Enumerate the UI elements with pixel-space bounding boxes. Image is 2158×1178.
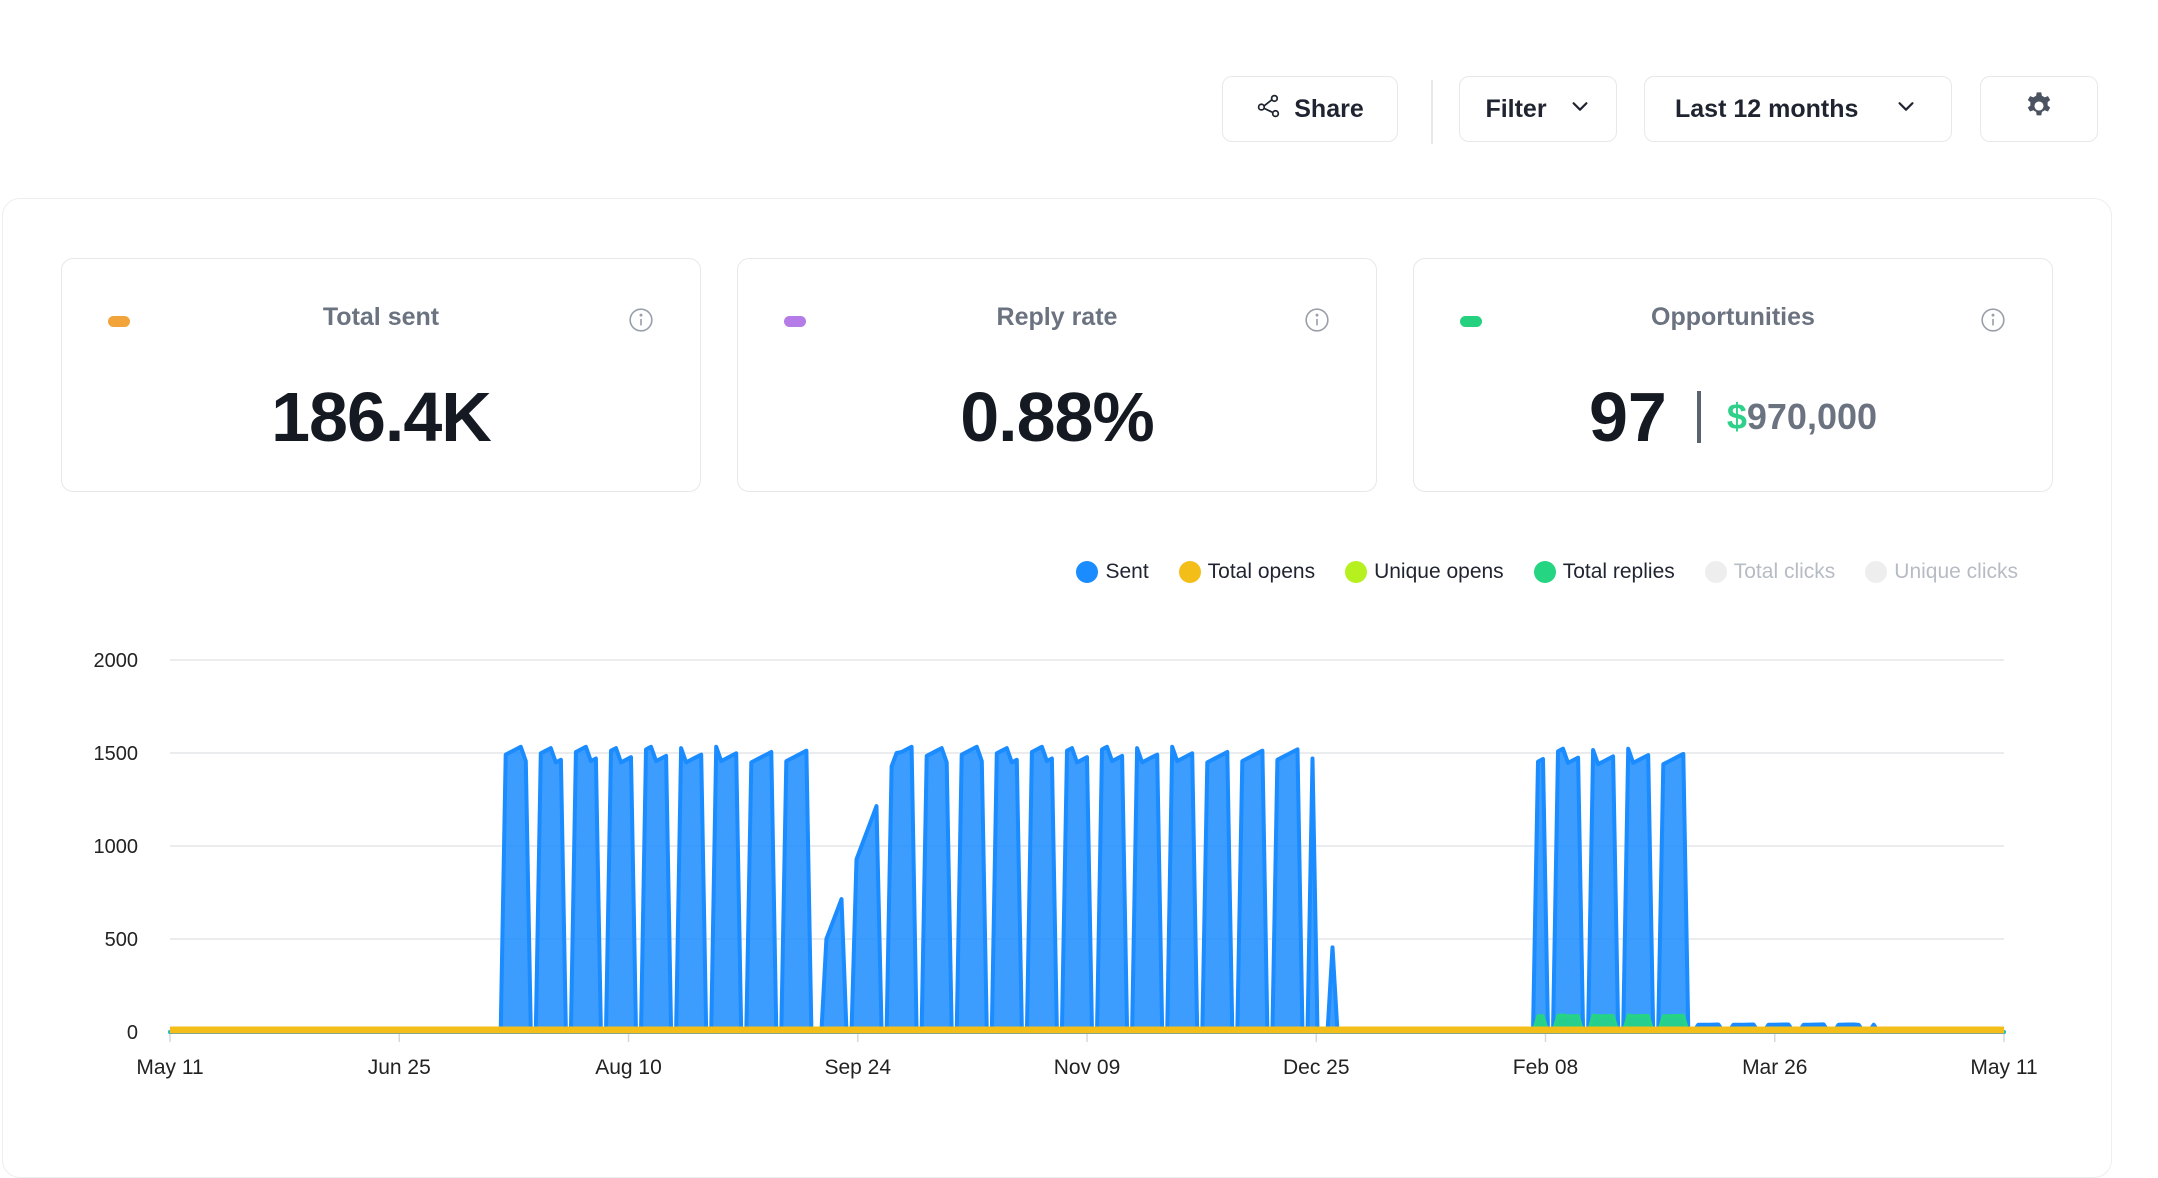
series-sent: [168, 744, 2006, 1034]
legend-label: Sent: [1105, 560, 1149, 583]
value-separator: [1696, 391, 1701, 443]
toolbar-divider: [1431, 80, 1433, 144]
share-label: Share: [1294, 94, 1364, 123]
chevron-down-icon: [1569, 95, 1591, 124]
x-tick-label: Mar 26: [1742, 1056, 1807, 1079]
x-tick-label: May 11: [136, 1056, 203, 1079]
legend-dot: [1533, 561, 1556, 583]
legend-dot: [1345, 561, 1368, 583]
reply-rate-card: Reply rate 0.88%: [737, 258, 1377, 492]
legend-dot: [1076, 561, 1099, 583]
opportunities-title: Opportunities: [1651, 303, 1815, 331]
total-sent-title: Total sent: [322, 303, 440, 331]
date-range-dropdown[interactable]: Last 12 months: [1644, 76, 1952, 142]
total-sent-value: 186.4K: [271, 378, 492, 456]
opportunities-count: 97: [1588, 378, 1667, 456]
legend-label: Total opens: [1207, 560, 1316, 583]
y-tick-label: 500: [105, 929, 138, 951]
legend-item-unique-clicks[interactable]: Unique clicks: [1865, 560, 2018, 584]
filter-button[interactable]: Filter: [1459, 76, 1617, 142]
legend-label: Total replies: [1562, 560, 1675, 583]
legend-label: Unique opens: [1374, 560, 1504, 583]
opportunities-amount: 970,000: [1746, 396, 1878, 437]
info-icon[interactable]: [1304, 307, 1330, 338]
legend-dot: [1865, 561, 1888, 583]
legend-dot: [1704, 561, 1727, 583]
settings-button[interactable]: [1980, 76, 2098, 142]
date-range-label: Last 12 months: [1675, 94, 1859, 123]
x-tick-label: May 11: [1970, 1056, 2037, 1079]
legend-dot: [1178, 561, 1201, 583]
chevron-down-icon: [1895, 95, 1917, 124]
y-tick-label: 1500: [94, 743, 139, 765]
filter-label: Filter: [1485, 94, 1547, 123]
legend-item-total-replies[interactable]: Total replies: [1533, 560, 1675, 584]
x-tick-label: Nov 09: [1054, 1056, 1121, 1079]
x-tick-label: Sep 24: [824, 1056, 891, 1079]
opportunities-card: Opportunities 97 $ 970,000: [1413, 258, 2053, 492]
reply-rate-value: 0.88%: [960, 378, 1154, 456]
legend-item-sent[interactable]: Sent: [1076, 560, 1149, 584]
x-tick-label: Feb 08: [1513, 1056, 1578, 1079]
reply-rate-color-pill: [784, 316, 806, 327]
info-icon[interactable]: [1980, 307, 2006, 338]
y-tick-label: 1000: [94, 836, 139, 858]
reply-rate-title: Reply rate: [996, 303, 1118, 331]
legend-label: Unique clicks: [1894, 560, 2018, 583]
total-sent-color-pill: [108, 316, 130, 327]
chart-legend: Sent Total opens Unique opens Total replies…: [1076, 560, 2018, 584]
x-tick-label: Aug 10: [595, 1056, 662, 1079]
legend-item-total-opens[interactable]: Total opens: [1178, 560, 1316, 584]
share-button[interactable]: Share: [1222, 76, 1398, 142]
opportunities-color-pill: [1460, 316, 1482, 327]
x-tick-label: Jun 25: [368, 1056, 431, 1079]
info-icon[interactable]: [628, 307, 654, 338]
legend-item-unique-opens[interactable]: Unique opens: [1345, 560, 1504, 584]
activity-chart: 0 500 1000 1500 2000 May 11 Jun 25 Aug 10 Sep 24…: [94, 650, 2038, 1079]
legend-item-total-clicks[interactable]: Total clicks: [1704, 560, 1836, 584]
share-icon: [1256, 93, 1282, 126]
x-tick-label: Dec 25: [1283, 1056, 1350, 1079]
y-tick-label: 0: [127, 1022, 138, 1044]
opportunities-value-row: 97 $ 970,000: [1414, 377, 2052, 457]
total-sent-card: Total sent 186.4K: [61, 258, 701, 492]
gear-icon: [2023, 90, 2055, 129]
currency-symbol: $: [1726, 396, 1747, 437]
legend-label: Total clicks: [1733, 560, 1836, 583]
y-tick-label: 2000: [94, 650, 139, 672]
